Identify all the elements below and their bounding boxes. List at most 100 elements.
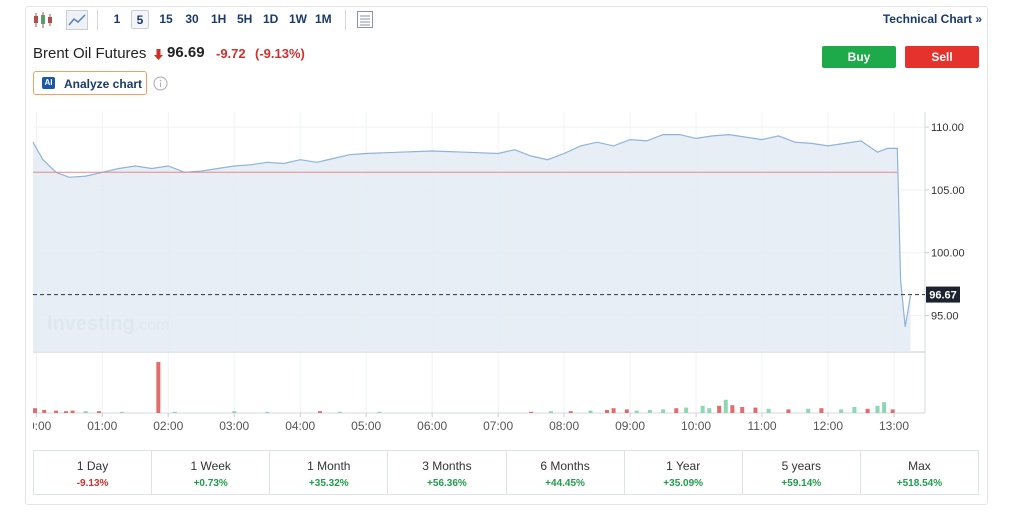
volume-bar xyxy=(753,407,758,413)
performance-cell: 6 Months +44.45% xyxy=(505,451,624,494)
instrument-title: Brent Oil Futures xyxy=(33,45,147,62)
volume-bar xyxy=(588,410,593,413)
volume-bar xyxy=(819,408,824,413)
volume-bar xyxy=(317,411,322,413)
performance-cell: 1 Year +35.09% xyxy=(623,451,742,494)
volume-bar xyxy=(786,409,791,413)
table-icon[interactable] xyxy=(357,11,373,28)
buy-button[interactable]: Buy xyxy=(822,46,896,68)
volume-bar xyxy=(32,408,37,413)
volume-bar xyxy=(624,409,629,413)
candles-icon[interactable] xyxy=(33,11,53,29)
volume-bar xyxy=(890,409,895,413)
volume-bar xyxy=(865,408,870,413)
period-change: -9.13% xyxy=(76,478,109,489)
technical-chart-link[interactable]: Technical Chart » xyxy=(882,12,982,26)
x-tick-label: 08:00 xyxy=(549,419,579,433)
price-line xyxy=(32,133,912,327)
x-tick-label: 12:00 xyxy=(813,419,843,433)
y-tick-label: 95.00 xyxy=(931,311,959,323)
volume-bar xyxy=(717,405,722,413)
period: 1 Month xyxy=(307,459,351,473)
last-price-label: 96.67 xyxy=(929,290,957,302)
analyze-button[interactable]: AI Analyze chart xyxy=(33,71,147,95)
performance-cell: 3 Months +56.36% xyxy=(387,451,505,494)
volume-bar xyxy=(723,399,728,413)
y-tick-label: 100.00 xyxy=(931,248,965,260)
change: -9.72 xyxy=(216,46,246,61)
volume-bar xyxy=(568,411,573,413)
period: 6 Months xyxy=(540,459,590,473)
x-tick-label: 03:00 xyxy=(219,419,249,433)
period-change: +44.45% xyxy=(545,478,585,489)
x-tick-label: 02:00 xyxy=(153,419,183,433)
volume-bar xyxy=(63,411,68,413)
volume-bar xyxy=(377,411,382,413)
period-change: +59.14% xyxy=(781,478,822,489)
volume-bar xyxy=(661,409,666,413)
volume-bar xyxy=(611,408,616,413)
period: Max xyxy=(908,459,931,473)
x-tick-label: 00:00 xyxy=(21,419,51,433)
volume-bar xyxy=(54,410,59,413)
period-change: +56.36% xyxy=(427,478,467,489)
volume-bar xyxy=(740,407,745,413)
volume-bar xyxy=(529,411,534,413)
performance-cell: Max +518.54% xyxy=(859,451,978,494)
performance-cell: 1 Month +35.32% xyxy=(269,451,387,494)
x-tick-label: 01:00 xyxy=(87,419,117,433)
y-tick-label: 110.00 xyxy=(931,122,964,134)
period: 3 Months xyxy=(422,459,472,473)
volume-bar xyxy=(96,411,101,413)
volume-bar xyxy=(730,405,735,413)
volume-bar xyxy=(156,362,161,413)
period: 1 Day xyxy=(76,459,109,473)
volume-bar xyxy=(70,410,75,413)
sell-button[interactable]: Sell xyxy=(905,46,979,68)
x-tick-label: 05:00 xyxy=(351,419,381,433)
volume-bar xyxy=(875,405,880,413)
period: 1 Week xyxy=(190,459,231,473)
interval[interactable]: 15 xyxy=(159,12,173,26)
interval[interactable]: 5 xyxy=(131,10,149,29)
y-tick-label: 105.00 xyxy=(931,185,965,197)
last-price-box xyxy=(926,286,960,303)
price: 96.69 xyxy=(167,44,205,61)
volume-bar xyxy=(120,411,125,413)
interval[interactable]: 1D xyxy=(263,12,279,26)
x-tick-label: 04:00 xyxy=(285,419,315,433)
analyze-label: Analyze chart xyxy=(64,77,143,91)
volume-bar xyxy=(839,409,844,413)
volume-bar xyxy=(42,410,47,413)
chart: 00:00 01:00 02:00 03:00 04:00 05:00 06:00 07:00… xyxy=(21,112,965,433)
interval[interactable]: 1W xyxy=(289,12,307,26)
x-tick-label: 13:00 xyxy=(879,419,909,433)
volume-bar xyxy=(634,410,639,413)
volume-bar xyxy=(766,408,771,413)
volume-bar xyxy=(647,410,652,413)
interval[interactable]: 1H xyxy=(211,12,227,26)
volume-bar xyxy=(83,411,88,413)
interval[interactable]: 1M xyxy=(315,12,332,26)
info-icon[interactable] xyxy=(153,76,168,91)
change-percent: (-9.13%) xyxy=(255,46,305,61)
area-icon[interactable] xyxy=(66,10,88,30)
volume-bar xyxy=(882,402,887,413)
interval[interactable]: 30 xyxy=(185,12,199,26)
performance-cell: 5 years +59.14% xyxy=(741,451,860,494)
period-change: +518.54% xyxy=(896,478,943,489)
period-change: +0.73% xyxy=(193,478,228,489)
performance-table: 1 Day -9.13% 1 Week +0.73% 1 Month +35.32% 3 M… xyxy=(33,450,979,495)
down-arrow xyxy=(154,49,163,60)
volume-bar xyxy=(700,405,705,413)
separator xyxy=(97,10,98,30)
x-tick-label: 06:00 xyxy=(417,419,447,433)
x-tick-label: 10:00 xyxy=(681,419,711,433)
interval[interactable]: 1 xyxy=(113,12,121,26)
volume-bar xyxy=(852,407,857,413)
ai-badge: AI xyxy=(42,77,55,89)
interval[interactable]: 5H xyxy=(237,12,253,26)
volume-bar xyxy=(232,411,237,413)
performance-cell: 1 Day -9.13% xyxy=(34,451,151,494)
